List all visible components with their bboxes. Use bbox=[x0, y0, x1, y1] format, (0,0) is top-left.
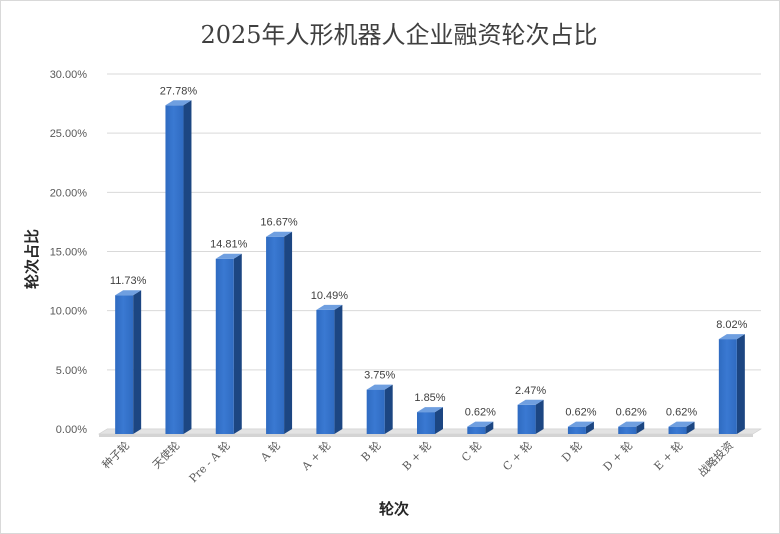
bar-side bbox=[686, 421, 695, 434]
data-label: 0.62% bbox=[616, 407, 647, 419]
bar-front bbox=[115, 295, 134, 434]
bar bbox=[417, 407, 443, 434]
x-tick-label: D + 轮 bbox=[600, 438, 635, 473]
y-tick-label: 15.00% bbox=[50, 247, 88, 259]
bar-top bbox=[467, 421, 494, 427]
x-tick-label: B + 轮 bbox=[399, 438, 434, 473]
y-tick-label: 25.00% bbox=[50, 128, 88, 140]
data-label: 0.62% bbox=[565, 407, 596, 419]
y-tick-label: 10.00% bbox=[50, 306, 88, 318]
bar-top bbox=[115, 290, 142, 296]
bar-front bbox=[517, 404, 536, 434]
floor-edge bbox=[99, 434, 753, 437]
data-label: 16.67% bbox=[260, 217, 298, 229]
bar-top bbox=[517, 399, 544, 405]
bars bbox=[115, 100, 745, 435]
bar-top bbox=[165, 100, 192, 106]
bar-front bbox=[165, 105, 184, 435]
bar-side bbox=[133, 290, 142, 434]
data-label: 0.62% bbox=[465, 407, 496, 419]
bar-front bbox=[618, 426, 637, 434]
data-label: 3.75% bbox=[364, 370, 395, 382]
bar-top bbox=[718, 334, 745, 340]
bar-side bbox=[435, 407, 443, 434]
bar-front bbox=[718, 339, 737, 434]
data-label: 10.49% bbox=[311, 290, 349, 302]
bar bbox=[266, 231, 293, 434]
bar-side bbox=[485, 421, 494, 434]
data-label: 14.81% bbox=[210, 239, 248, 251]
data-labels: 11.73% 27.78% 14.81% 16.67% 10.49% 3.75% 1.85%… bbox=[110, 85, 748, 418]
bar-side bbox=[535, 399, 544, 434]
bar-front bbox=[417, 412, 435, 434]
bar bbox=[517, 399, 544, 434]
bar bbox=[215, 253, 242, 434]
bar bbox=[567, 421, 594, 434]
bar-side bbox=[233, 253, 242, 434]
bar-top bbox=[366, 384, 393, 390]
x-tick-label: D 轮 bbox=[559, 438, 585, 464]
bar-side bbox=[284, 231, 293, 434]
bar bbox=[316, 304, 343, 434]
x-tick-label: A 轮 bbox=[257, 438, 283, 464]
data-label: 2.47% bbox=[515, 385, 546, 397]
bar bbox=[668, 421, 695, 434]
data-label: 11.73% bbox=[110, 275, 147, 287]
bar-top bbox=[266, 231, 293, 237]
bar-side bbox=[636, 421, 645, 434]
gridlines bbox=[107, 73, 761, 430]
data-label: 27.78% bbox=[160, 85, 198, 97]
bar-side bbox=[183, 100, 192, 435]
bar-top bbox=[316, 304, 343, 310]
bar-side bbox=[736, 334, 745, 434]
y-axis-title: 轮次占比 bbox=[23, 229, 41, 289]
x-tick-label: 种子轮 bbox=[99, 438, 132, 471]
bar-top bbox=[668, 421, 695, 427]
x-tick-label: B 轮 bbox=[358, 438, 384, 464]
x-tick-label: 天使轮 bbox=[149, 438, 182, 471]
bar-side bbox=[384, 384, 393, 434]
y-tick-label: 20.00% bbox=[50, 187, 88, 199]
bar bbox=[366, 384, 393, 434]
bar bbox=[718, 334, 745, 434]
y-tick-label: 0.00% bbox=[56, 424, 87, 436]
y-tick-label: 5.00% bbox=[56, 365, 87, 377]
chart-title: 2025年人形机器人企业融资轮次占比 bbox=[200, 21, 597, 49]
bar bbox=[467, 421, 494, 434]
bar-top bbox=[417, 407, 443, 413]
x-tick-label: C + 轮 bbox=[500, 438, 535, 473]
x-tick-label: A + 轮 bbox=[298, 438, 333, 473]
data-label: 8.02% bbox=[716, 319, 747, 331]
x-tick-label: Pre - A 轮 bbox=[186, 438, 233, 485]
bar bbox=[165, 100, 192, 435]
x-axis-title: 轮次 bbox=[379, 500, 409, 518]
data-label: 0.62% bbox=[666, 407, 697, 419]
bar bbox=[115, 290, 142, 434]
x-axis-categories: 种子轮 天使轮 Pre - A 轮 A 轮 A + 轮 B 轮 B + 轮 C 轮 C + 轮 D… bbox=[99, 438, 736, 485]
bar-front bbox=[266, 236, 285, 434]
bar-top bbox=[618, 421, 645, 427]
data-label: 1.85% bbox=[414, 392, 445, 404]
y-tick-label: 30.00% bbox=[50, 69, 88, 81]
bar-front bbox=[215, 258, 234, 434]
x-tick-label: C 轮 bbox=[458, 438, 484, 464]
bar-front bbox=[467, 426, 486, 434]
bar-side bbox=[334, 304, 343, 434]
bar bbox=[618, 421, 645, 434]
bar-front bbox=[316, 309, 335, 434]
bar-front bbox=[567, 426, 586, 434]
y-axis-ticks: 0.00% 5.00% 10.00% 15.00% 20.00% 25.00% 30.00% bbox=[50, 69, 88, 436]
x-tick-label: 战略投资 bbox=[695, 438, 736, 479]
bar-front bbox=[668, 426, 687, 434]
x-tick-label: E + 轮 bbox=[651, 438, 686, 473]
bar-top bbox=[215, 253, 242, 259]
bar-side bbox=[585, 421, 594, 434]
bar-top bbox=[567, 421, 594, 427]
bar-front bbox=[366, 389, 385, 434]
